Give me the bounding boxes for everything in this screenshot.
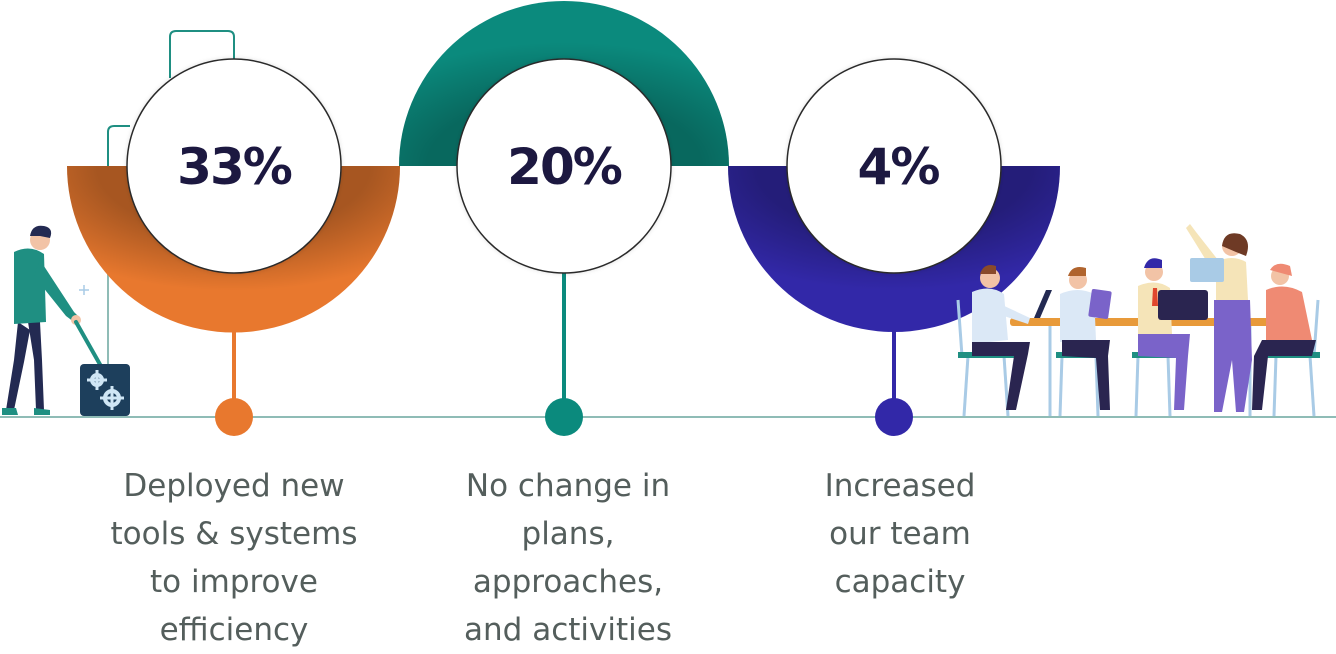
stat-value-3: 4% [858, 138, 940, 196]
caption-line: our team [829, 516, 971, 552]
stat-value-2: 20% [507, 138, 622, 196]
stat-connector-3 [875, 330, 913, 436]
stat-value-1: 33% [177, 138, 292, 196]
caption-line: approaches, [472, 564, 664, 600]
caption-line: capacity [834, 564, 966, 600]
caption-line: Deployed new [123, 468, 345, 504]
value-circle-1: 33% [126, 58, 342, 274]
stat-caption-2: No change in plans, approaches, and acti… [418, 462, 718, 654]
value-circle-2: 20% [456, 58, 672, 274]
team-meeting-illustration [956, 224, 1320, 417]
stat-connector-1 [215, 330, 253, 436]
worker-with-gears-icon [2, 225, 130, 416]
caption-line: Increased [824, 468, 976, 504]
caption-line: efficiency [159, 612, 309, 648]
stat-caption-1: Deployed new tools & systems to improve … [84, 462, 384, 654]
caption-line: plans, [521, 516, 615, 552]
value-circle-3: 4% [786, 58, 1002, 274]
caption-line: and activities [464, 612, 672, 648]
plus-mark-icon [79, 285, 89, 295]
caption-line: to improve [150, 564, 318, 600]
caption-line: tools & systems [110, 516, 358, 552]
stat-connector-2 [545, 272, 583, 436]
caption-line: No change in [465, 468, 671, 504]
stat-caption-3: Increased our team capacity [750, 462, 1050, 606]
